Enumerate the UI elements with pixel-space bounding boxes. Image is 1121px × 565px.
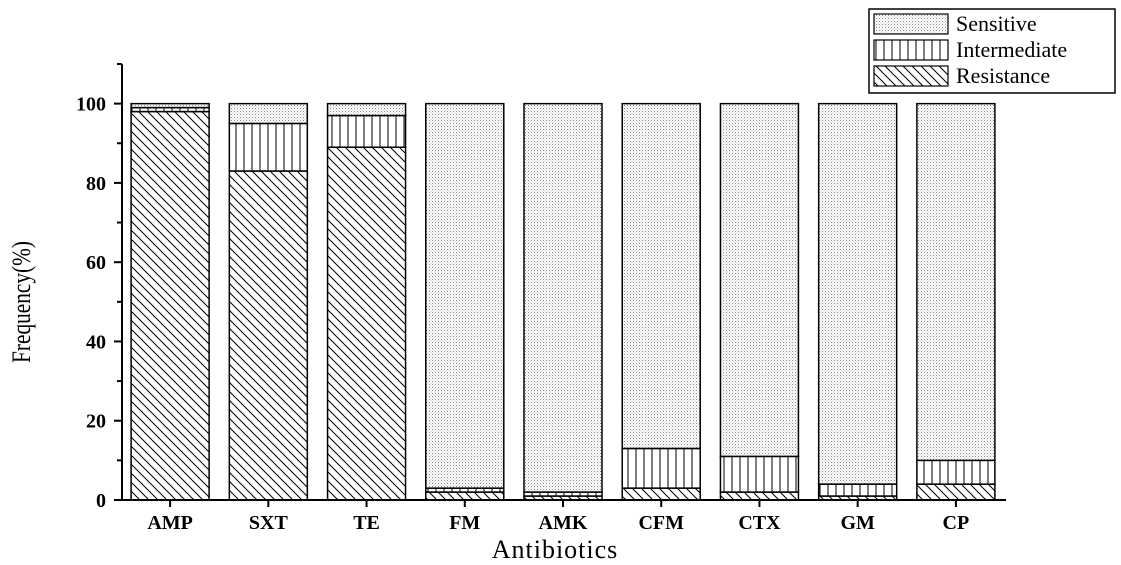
- legend-label-sensitive: Sensitive: [956, 11, 1037, 36]
- bar-segment-resistance-amp: [130, 110, 210, 501]
- y-tick-label: 40: [86, 331, 106, 353]
- legend-swatch-sensitive: [873, 13, 949, 35]
- y-tick-label: 60: [86, 252, 106, 274]
- y-tick-label: 0: [96, 490, 106, 512]
- bar-segment-sensitive-ctx: [719, 102, 800, 458]
- bar-segment-intermediate-ctx: [719, 455, 800, 493]
- bar-segment-sensitive-te: [326, 102, 407, 117]
- x-ticks: AMP SXT TE FM AMK CFM CTX GM CP: [147, 500, 969, 534]
- bar-segment-resistance-cfm: [621, 487, 701, 501]
- bar-segment-sensitive-cp: [916, 102, 996, 462]
- bar-segment-intermediate-cfm: [621, 447, 701, 489]
- bar-segment-resistance-fm: [425, 491, 505, 501]
- axes-group: 0 20 40 60 80 100 AMP SXT TE FM AMK CFM CTX GM CP: [76, 63, 1006, 534]
- bar-segment-sensitive-fm: [425, 102, 505, 489]
- bar-segment-sensitive-amk: [523, 102, 603, 493]
- x-tick-label: FM: [449, 512, 480, 534]
- bar-segment-intermediate-cp: [916, 459, 996, 485]
- legend-swatch-intermediate: [873, 39, 949, 61]
- x-tick-label: CTX: [738, 512, 781, 534]
- bar-segment-sensitive-sxt: [228, 102, 309, 125]
- y-tick-label: 100: [76, 94, 106, 116]
- bar-segment-resistance-ctx: [719, 491, 800, 501]
- bars-group: [130, 102, 996, 501]
- legend-label-intermediate: Intermediate: [956, 37, 1067, 62]
- legend-label-resistance: Resistance: [956, 63, 1050, 88]
- bar-segment-sensitive-amp: [130, 102, 210, 109]
- y-axis-title: Frequency(%): [8, 241, 36, 363]
- legend-swatch-resistance: [873, 65, 949, 87]
- bar-segment-resistance-cp: [916, 483, 996, 501]
- x-tick-label: AMP: [147, 512, 193, 534]
- x-tick-label: GM: [840, 512, 875, 534]
- x-tick-label: CFM: [638, 512, 684, 534]
- bar-segment-intermediate-gm: [817, 483, 898, 497]
- x-axis-title: Antibiotics: [492, 535, 619, 564]
- x-tick-label: TE: [353, 512, 380, 534]
- x-tick-label: CP: [943, 512, 970, 534]
- bar-segment-intermediate-te: [326, 114, 407, 148]
- x-tick-label: SXT: [249, 512, 289, 534]
- bar-segment-resistance-te: [326, 146, 407, 501]
- y-tick-label: 80: [86, 173, 106, 195]
- bar-segment-sensitive-cfm: [621, 102, 701, 450]
- y-tick-label: 20: [86, 411, 106, 433]
- bar-segment-intermediate-sxt: [228, 122, 309, 172]
- x-tick-label: AMK: [539, 512, 588, 534]
- bar-segment-sensitive-gm: [817, 102, 898, 485]
- y-ticks: 0 20 40 60 80 100: [76, 63, 122, 512]
- bar-segment-resistance-sxt: [228, 170, 309, 501]
